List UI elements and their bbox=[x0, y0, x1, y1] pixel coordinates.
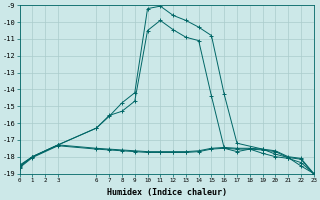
X-axis label: Humidex (Indice chaleur): Humidex (Indice chaleur) bbox=[107, 188, 227, 197]
